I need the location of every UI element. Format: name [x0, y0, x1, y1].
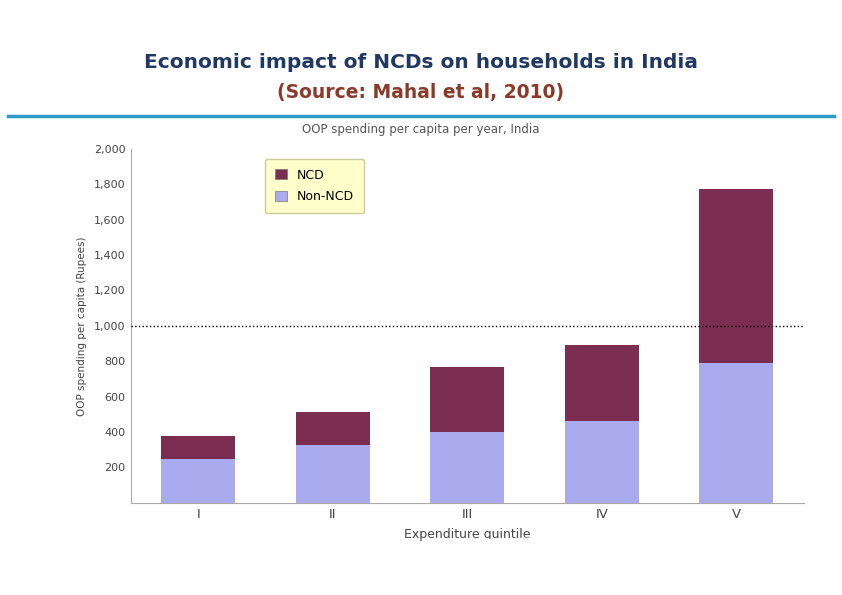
Bar	[700, 363, 774, 503]
Bar	[430, 367, 504, 432]
Bar	[161, 459, 235, 503]
Text: OOP spending per capita per year, India: OOP spending per capita per year, India	[302, 123, 540, 136]
Bar	[700, 189, 774, 363]
Bar	[161, 436, 235, 459]
Bar	[430, 432, 504, 503]
Legend: NCD, Non-NCD: NCD, Non-NCD	[264, 158, 365, 213]
Bar	[296, 412, 370, 445]
Text: Better Financing for Better Health: Better Financing for Better Health	[203, 568, 403, 581]
Text: Department of Health Systems Financing: Department of Health Systems Financing	[181, 541, 425, 554]
Bar	[565, 421, 639, 503]
Bar	[565, 345, 639, 421]
Text: World Health: World Health	[658, 540, 765, 555]
Y-axis label: OOP spending per capita (Rupees): OOP spending per capita (Rupees)	[77, 236, 87, 415]
Text: Economic impact of NCDs on households in India: Economic impact of NCDs on households in…	[144, 53, 698, 72]
Bar	[296, 445, 370, 503]
Text: Organization: Organization	[658, 568, 765, 583]
X-axis label: Expenditure quintile: Expenditure quintile	[404, 528, 530, 541]
Text: 5 |: 5 |	[23, 553, 42, 567]
Text: (Source: Mahal et al, 2010): (Source: Mahal et al, 2010)	[277, 83, 565, 102]
